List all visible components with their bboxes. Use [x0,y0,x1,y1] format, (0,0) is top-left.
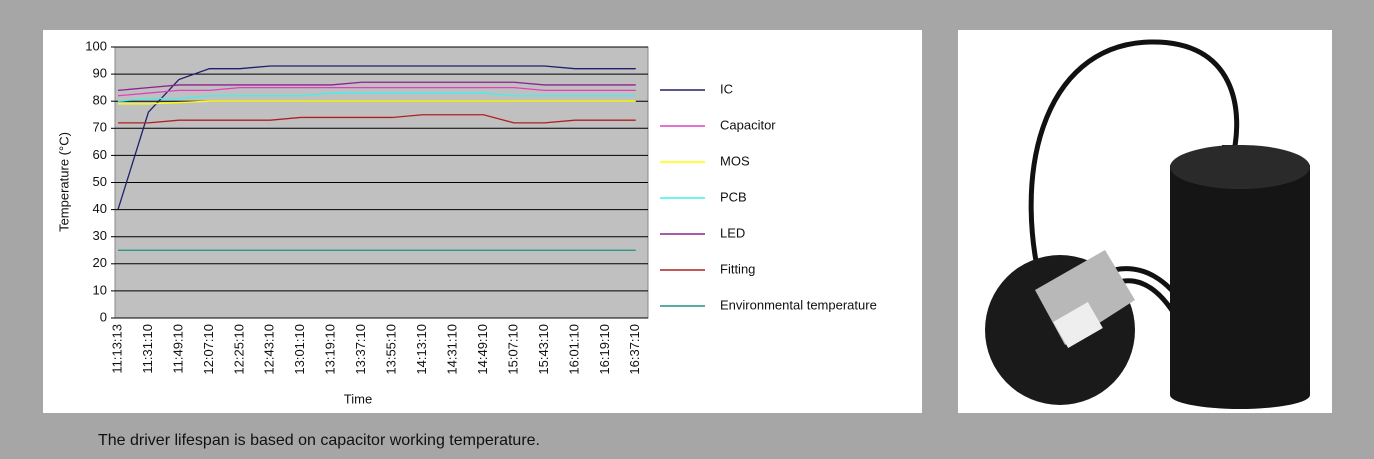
legend-label: IC [720,81,733,96]
series-line [117,92,636,102]
y-tick-label: 20 [93,255,107,270]
x-tick-label: 15:43:10 [536,324,551,375]
x-tick-label: 11:49:10 [170,324,185,374]
series-line [117,81,636,92]
x-tick-label: 14:31:10 [444,324,459,375]
x-tick-label: 14:13:10 [414,324,429,375]
y-tick-label: 100 [85,38,107,53]
x-tick-label: 16:19:10 [597,324,612,375]
x-tick-label: 15:07:10 [505,324,520,375]
x-tick-label: 12:07:10 [201,324,216,375]
x-tick-label: 13:37:10 [353,324,368,375]
series-line [117,65,636,210]
x-tick-label: 13:55:10 [384,324,399,375]
y-tick-label: 90 [93,66,107,81]
y-tick-label: 30 [93,228,107,243]
product-photo [985,39,1310,409]
legend-label: Environmental temperature [720,297,877,312]
y-tick-label: 70 [93,120,107,135]
x-tick-label: 16:37:10 [627,324,642,375]
legend-label: LED [720,225,745,240]
x-axis-title: Time [344,391,372,406]
x-tick-label: 13:01:10 [292,324,307,375]
x-tick-label: 11:31:10 [140,324,155,374]
series-line [118,114,636,124]
y-tick-label: 40 [93,201,107,216]
y-tick-label: 80 [93,93,107,108]
legend-label: PCB [720,189,747,204]
legend-label: Fitting [720,261,755,276]
x-tick-label: 14:49:10 [475,324,490,375]
legend-label: MOS [720,153,750,168]
plot: 0 10 20 30 40 50 60 70 80 90 100 11:13:13 11:31:10 11… [85,38,877,374]
y-tick-label: 60 [93,147,107,162]
x-tick-label: 12:25:10 [231,324,246,375]
x-tick-label: 16:01:10 [566,324,581,375]
x-tick-label: 13:19:10 [323,324,338,375]
x-tick-label: 11:13:13 [109,324,124,374]
y-tick-label: 10 [93,282,107,297]
y-axis-title: Temperature (°C) [56,132,71,232]
series-line [117,87,636,97]
y-tick-label: 0 [100,309,107,324]
caption: The driver lifespan is based on capacito… [98,432,540,449]
x-tick-label: 12:43:10 [262,324,277,375]
series-line [118,100,636,105]
legend-label: Capacitor [720,117,776,132]
y-tick-label: 50 [93,174,107,189]
